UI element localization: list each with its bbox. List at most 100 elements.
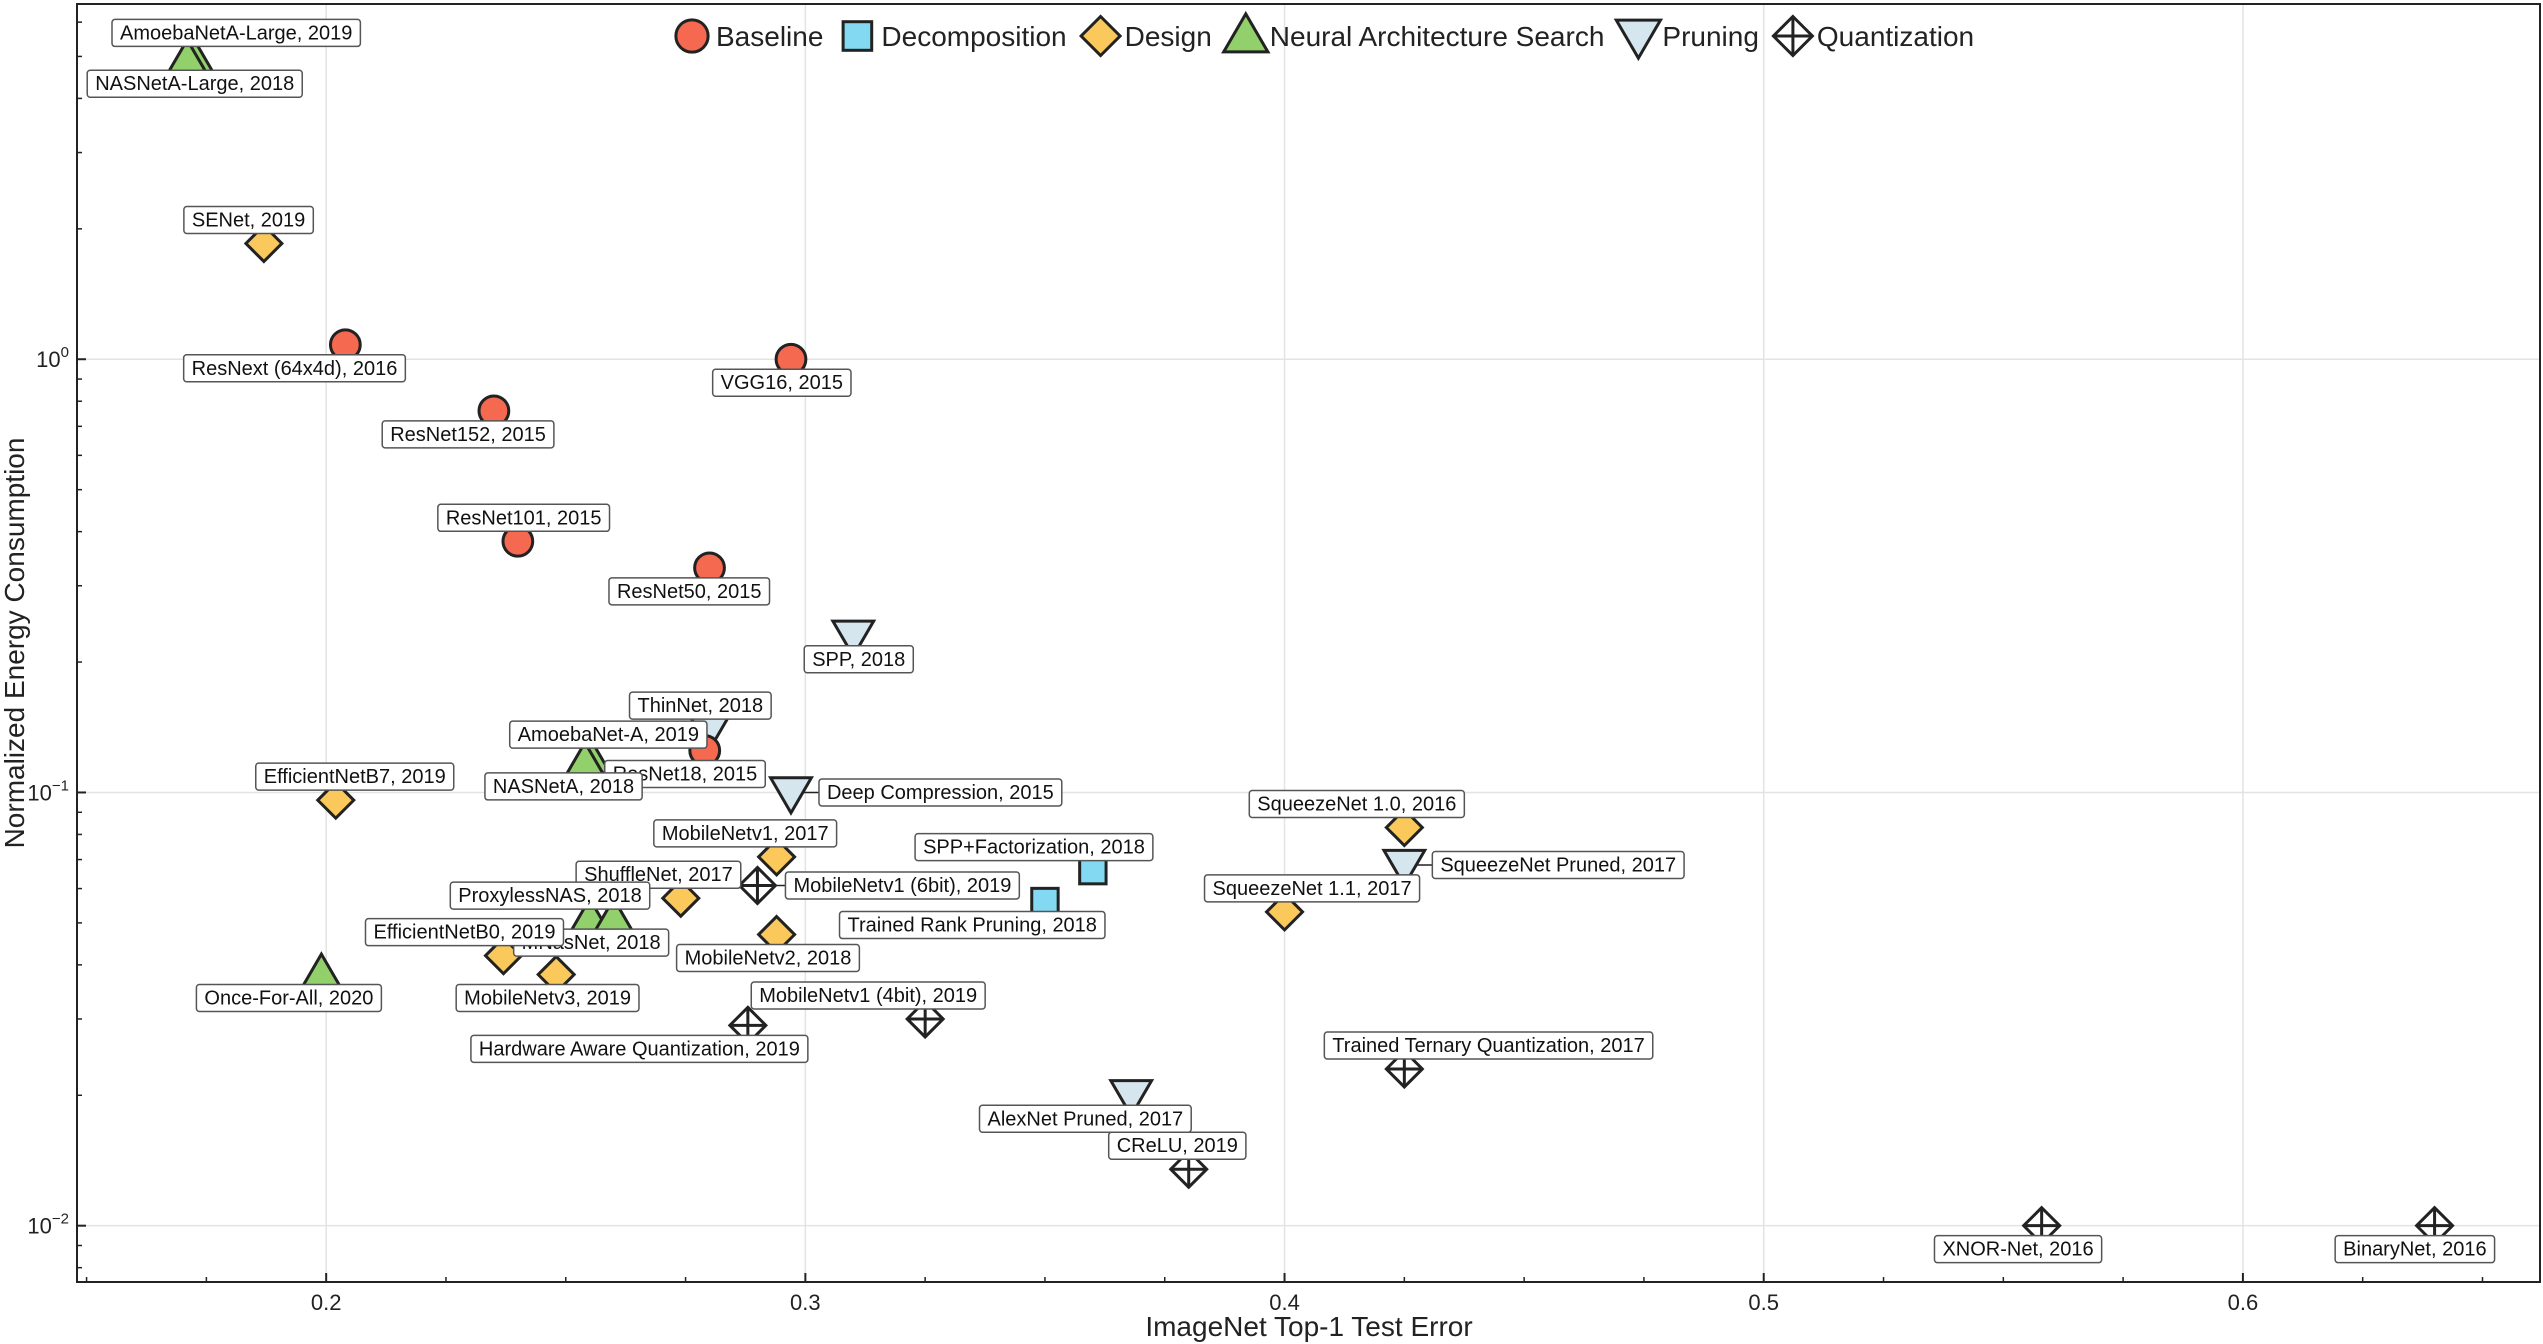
- svg-text:AmoebaNet-A, 2019: AmoebaNet-A, 2019: [518, 724, 699, 746]
- y-tick-label: 100: [36, 344, 69, 372]
- svg-text:Hardware Aware Quantization, 2: Hardware Aware Quantization, 2019: [479, 1038, 800, 1060]
- label-box: [628, 691, 772, 720]
- point-label: SENet, 2019: [183, 205, 315, 235]
- label-box: [86, 69, 303, 98]
- legend-marker-design: [1078, 14, 1123, 58]
- svg-text:SqueezeNet Pruned, 2017: SqueezeNet Pruned, 2017: [1440, 855, 1676, 877]
- svg-text:MobileNetv2, 2018: MobileNetv2, 2018: [685, 948, 852, 970]
- legend-marker-baseline: [674, 18, 710, 54]
- x-tick-label: 0.5: [1748, 1290, 1779, 1315]
- label-box: [1203, 874, 1421, 903]
- point-label: ProxylessNAS, 2018: [449, 881, 651, 910]
- label-box: [364, 917, 565, 947]
- point-label: MobileNetv3, 2019: [455, 983, 640, 1013]
- svg-text:ResNet152, 2015: ResNet152, 2015: [390, 424, 546, 446]
- svg-text:SqueezeNet 1.1, 2017: SqueezeNet 1.1, 2017: [1213, 878, 1412, 900]
- y-tick-label: 10−2: [27, 1211, 69, 1239]
- point-label: MobileNetv1 (4bit), 2019: [750, 981, 986, 1010]
- svg-text:ResNext (64x4d), 2016: ResNext (64x4d), 2016: [192, 358, 398, 380]
- label-box: [255, 762, 455, 791]
- legend-marker-pruning: [1613, 18, 1664, 62]
- svg-text:MobileNetv1 (4bit), 2019: MobileNetv1 (4bit), 2019: [759, 985, 977, 1007]
- point-label: CReLU, 2019: [1107, 1131, 1247, 1160]
- label-box: [437, 503, 611, 533]
- point-label: NASNetA, 2018: [484, 772, 643, 801]
- svg-text:ResNet101, 2015: ResNet101, 2015: [446, 507, 602, 529]
- point-label: Hardware Aware Quantization, 2019: [470, 1034, 809, 1064]
- label-box: [838, 910, 1106, 940]
- point-label: Deep Compression, 2015: [802, 778, 1063, 807]
- label-box: [711, 368, 852, 397]
- legend-item-pruning: Pruning: [1613, 18, 1759, 62]
- label-box: [381, 420, 555, 449]
- point-label: SqueezeNet Pruned, 2017: [1416, 850, 1685, 880]
- svg-text:ResNet18, 2015: ResNet18, 2015: [613, 763, 758, 785]
- legend-item-nas: Neural Architecture Search: [1221, 10, 1605, 54]
- svg-text:CReLU, 2019: CReLU, 2019: [1117, 1135, 1238, 1157]
- data-point-design: [243, 223, 285, 264]
- svg-text:NASNetA-Large, 2018: NASNetA-Large, 2018: [95, 73, 294, 95]
- legend-item-decomposition: Decomposition: [841, 20, 1067, 52]
- legend: Baseline Decomposition Design Neural Archit…: [674, 10, 1974, 62]
- svg-text:ProxylessNAS, 2018: ProxylessNAS, 2018: [458, 885, 641, 907]
- point-label: AmoebaNetA-Large, 2019: [111, 18, 362, 48]
- legend-marker-decomposition: [841, 20, 874, 52]
- svg-text:Trained Rank Pruning, 2018: Trained Rank Pruning, 2018: [848, 915, 1097, 937]
- svg-text:AlexNet Pruned, 2017: AlexNet Pruned, 2017: [988, 1108, 1184, 1130]
- data-point-pruning: [1108, 1079, 1155, 1119]
- legend-item-baseline: Baseline: [674, 18, 823, 54]
- point-labels: AmoebaNetA-Large, 2019 NASNetA-Large, 201…: [86, 18, 2496, 1264]
- data-point-design: [1384, 807, 1425, 848]
- legend-marker-nas: [1221, 10, 1271, 54]
- x-tick-label: 0.3: [790, 1290, 821, 1315]
- svg-text:XNOR-Net, 2016: XNOR-Net, 2016: [1942, 1239, 2093, 1261]
- point-label: BinaryNet, 2016: [2334, 1234, 2496, 1264]
- label-box: [914, 832, 1154, 862]
- svg-text:ThinNet, 2018: ThinNet, 2018: [638, 695, 764, 717]
- point-label: AlexNet Pruned, 2017: [978, 1104, 1192, 1134]
- data-point-design: [1264, 891, 1305, 933]
- svg-text:MobileNetv1 (6bit), 2019: MobileNetv1 (6bit), 2019: [793, 875, 1011, 897]
- point-label: SqueezeNet 1.0, 2016: [1248, 789, 1466, 819]
- data-point-pruning: [830, 619, 877, 660]
- label-box: [608, 577, 771, 606]
- point-label: NASNetA-Large, 2018: [86, 69, 303, 98]
- point-label: SqueezeNet 1.1, 2017: [1203, 874, 1421, 903]
- legend-label: Neural Architecture Search: [1270, 21, 1605, 52]
- point-label: MobileNetv2, 2018: [675, 943, 861, 973]
- data-point-pruning: [1381, 848, 1428, 889]
- point-label: EfficientNetB0, 2019: [364, 917, 565, 947]
- x-axis-title: ImageNet Top-1 Test Error: [1145, 1311, 1472, 1342]
- svg-text:AmoebaNetA-Large, 2019: AmoebaNetA-Large, 2019: [120, 22, 352, 44]
- point-label: MobileNetv1, 2017: [653, 819, 838, 848]
- svg-text:SPP, 2018: SPP, 2018: [812, 649, 905, 671]
- label-box: [978, 1104, 1192, 1134]
- x-tick-label: 0.2: [311, 1290, 342, 1315]
- label-box: [818, 778, 1063, 807]
- point-label: ResNet101, 2015: [437, 503, 611, 533]
- y-axis-title: Normalized Energy Consumption: [0, 438, 30, 849]
- data-point-design: [660, 878, 701, 919]
- svg-text:VGG16, 2015: VGG16, 2015: [721, 372, 843, 394]
- label-box: [470, 1034, 809, 1064]
- legend-label: Baseline: [716, 21, 823, 52]
- data-point-design: [756, 836, 797, 878]
- label-box: [675, 943, 861, 973]
- data-point-decomposition: [1030, 886, 1060, 917]
- point-label: EfficientNetB7, 2019: [255, 762, 455, 791]
- label-box: [484, 772, 643, 801]
- legend-item-design: Design: [1078, 14, 1212, 58]
- label-box: [1431, 850, 1685, 880]
- data-point-decomposition: [1078, 855, 1108, 886]
- label-box: [1323, 1031, 1654, 1060]
- label-box: [449, 881, 651, 910]
- data-point-pruning: [767, 776, 814, 816]
- x-tick-label: 0.4: [1269, 1290, 1300, 1315]
- svg-text:ResNet50, 2015: ResNet50, 2015: [617, 581, 762, 603]
- svg-text:SqueezeNet 1.0, 2016: SqueezeNet 1.0, 2016: [1257, 794, 1456, 816]
- legend-label: Pruning: [1662, 21, 1759, 52]
- y-tick-label: 10−1: [27, 777, 69, 805]
- legend-label: Decomposition: [881, 21, 1066, 52]
- legend-marker-quantization: [1771, 14, 1815, 58]
